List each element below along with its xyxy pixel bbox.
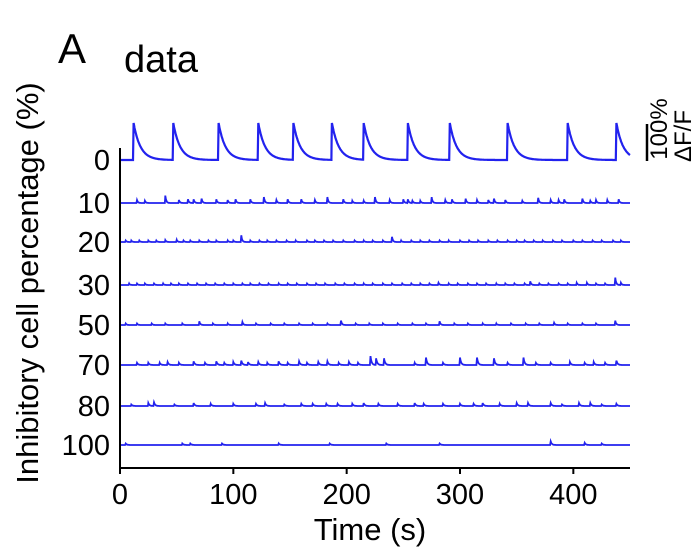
trace-10 (120, 195, 630, 205)
row-label-30: 30 (78, 270, 110, 302)
trace-0 (120, 122, 631, 162)
row-labels: 0 10 20 30 50 70 80 100 (62, 145, 110, 462)
row-label-50: 50 (78, 310, 110, 342)
row-label-10: 10 (78, 188, 110, 220)
row-label-100: 100 (62, 430, 110, 462)
scale-bar-unit-label: ΔF/F (670, 110, 697, 162)
x-tick-label-400: 400 (549, 479, 597, 511)
x-tick-label-300: 300 (436, 479, 484, 511)
x-axis: 0 100 200 300 400 (112, 467, 630, 511)
x-axis-label: Time (s) (314, 512, 427, 547)
trace-30 (120, 277, 630, 286)
row-label-80: 80 (78, 391, 110, 423)
traces (120, 122, 631, 446)
x-tick-label-200: 200 (322, 479, 370, 511)
trace-50 (120, 318, 630, 326)
panel-label: A (58, 25, 86, 72)
trace-100 (120, 437, 630, 446)
trace-70 (120, 355, 630, 366)
trace-20 (120, 235, 630, 243)
x-tick-label-0: 0 (112, 479, 128, 511)
trace-80 (120, 398, 630, 407)
y-axis-label: Inhibitory cell percentage (%) (10, 82, 45, 483)
row-label-70: 70 (78, 350, 110, 382)
chart-title: data (124, 39, 199, 81)
x-tick-label-100: 100 (209, 479, 257, 511)
row-label-0: 0 (94, 145, 110, 177)
scale-bar-value-label: 100% (646, 98, 673, 159)
row-label-20: 20 (78, 227, 110, 259)
scale-bar: 100% ΔF/F (645, 98, 697, 162)
